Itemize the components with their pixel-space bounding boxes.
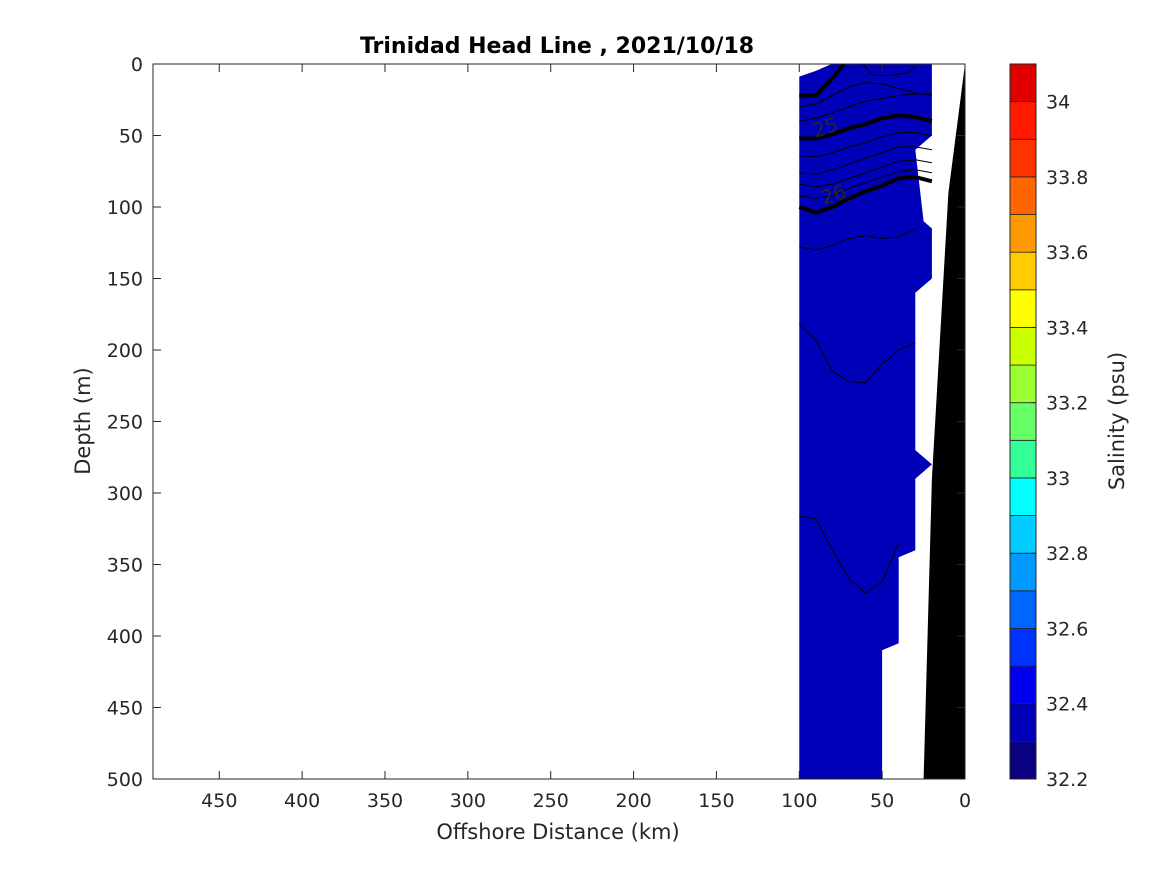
colorbar-swatch [1009,289,1037,328]
x-tick-label: 150 [698,790,734,812]
colorbar-swatch [1009,176,1037,215]
x-tick-label: 400 [284,790,320,812]
x-tick-label: 200 [615,790,651,812]
colorbar-swatch [1009,552,1037,592]
y-tick-label: 500 [107,769,143,791]
chart-title: Trinidad Head Line , 2021/10/18 [360,34,754,59]
y-tick-label: 450 [107,698,143,720]
density-contour [861,64,916,76]
colorbar-label: Salinity (psu) [1105,352,1129,490]
density-contour [799,515,900,594]
y-tick-label: 0 [131,54,143,76]
x-tick-label: 350 [367,790,403,812]
colorbar-tick-label: 32.8 [1046,543,1088,565]
colorbar: 32.2 32.4 32.6 32.8 33 33.2 33.4 33.6 33.8 34 [1009,63,1088,791]
colorbar-swatch [1009,740,1037,780]
density-contour [799,159,932,188]
colorbar-tick-label: 32.4 [1046,694,1088,716]
colorbar-swatch [1009,665,1037,705]
colorbar-tick-label: 33.2 [1046,393,1088,415]
x-axis-label: Offshore Distance (km) [436,820,679,844]
x-tick-label: 300 [450,790,486,812]
x-tick-label: 0 [959,790,971,812]
density-contour [799,113,933,141]
colorbar-swatch [1009,364,1037,404]
x-tick-label: 50 [870,790,894,812]
colorbar-tick-label: 32.6 [1046,618,1088,640]
y-tick-label: 150 [107,269,143,291]
no-data-mask [153,64,800,779]
colorbar-swatch [1009,214,1037,253]
density-contour [799,169,932,199]
colorbar-swatch [1009,590,1037,629]
bathymetry-layer [923,64,965,779]
colorbar-tick-label: 33.8 [1046,167,1088,189]
y-tick-label: 50 [119,126,143,148]
colorbar-swatch [1009,477,1037,516]
density-contour [798,323,916,384]
y-tick-label: 400 [107,626,143,648]
y-tick-label: 250 [107,412,143,434]
colorbar-swatch [1009,138,1037,178]
y-axis-label: Depth (m) [71,367,95,474]
colorbar-swatch [1009,251,1037,291]
colorbar-frame [1009,63,1037,780]
salinity-bands [153,64,965,779]
colorbar-swatch [1009,628,1037,667]
density-contour [799,146,932,175]
density-contour [799,228,916,251]
colorbar-swatch [1009,439,1037,479]
bathymetry [923,64,965,779]
x-axis: 450 400 350 300 250 200 150 100 50 0 [201,64,971,812]
colorbar-tick-label: 33.4 [1046,317,1088,339]
y-tick-label: 350 [107,555,143,577]
colorbar-tick-label: 34 [1046,92,1070,114]
colorbar-tick-label: 33 [1046,468,1070,490]
density-contour [799,132,932,158]
density-contour [799,64,846,98]
colorbar-swatch [1009,515,1037,554]
density-contour [799,82,932,108]
y-axis: 0 50 100 150 200 250 300 350 400 450 500 [107,54,965,791]
colorbar-swatch [1009,327,1037,366]
density-contours [798,64,933,594]
colorbar-swatch [1009,101,1037,140]
colorbar-tick-label: 32.2 [1046,769,1088,791]
y-tick-label: 200 [107,340,143,362]
density-contour [798,175,933,215]
x-tick-label: 450 [201,790,237,812]
density-contour [799,93,932,122]
colorbar-swatch [1009,703,1037,742]
y-tick-label: 300 [107,483,143,505]
colorbar-swatch [1009,402,1037,441]
x-tick-label: 100 [781,790,817,812]
y-tick-label: 100 [107,197,143,219]
colorbar-swatch [1009,63,1037,103]
colorbar-tick-label: 33.6 [1046,242,1088,264]
x-tick-label: 250 [533,790,569,812]
